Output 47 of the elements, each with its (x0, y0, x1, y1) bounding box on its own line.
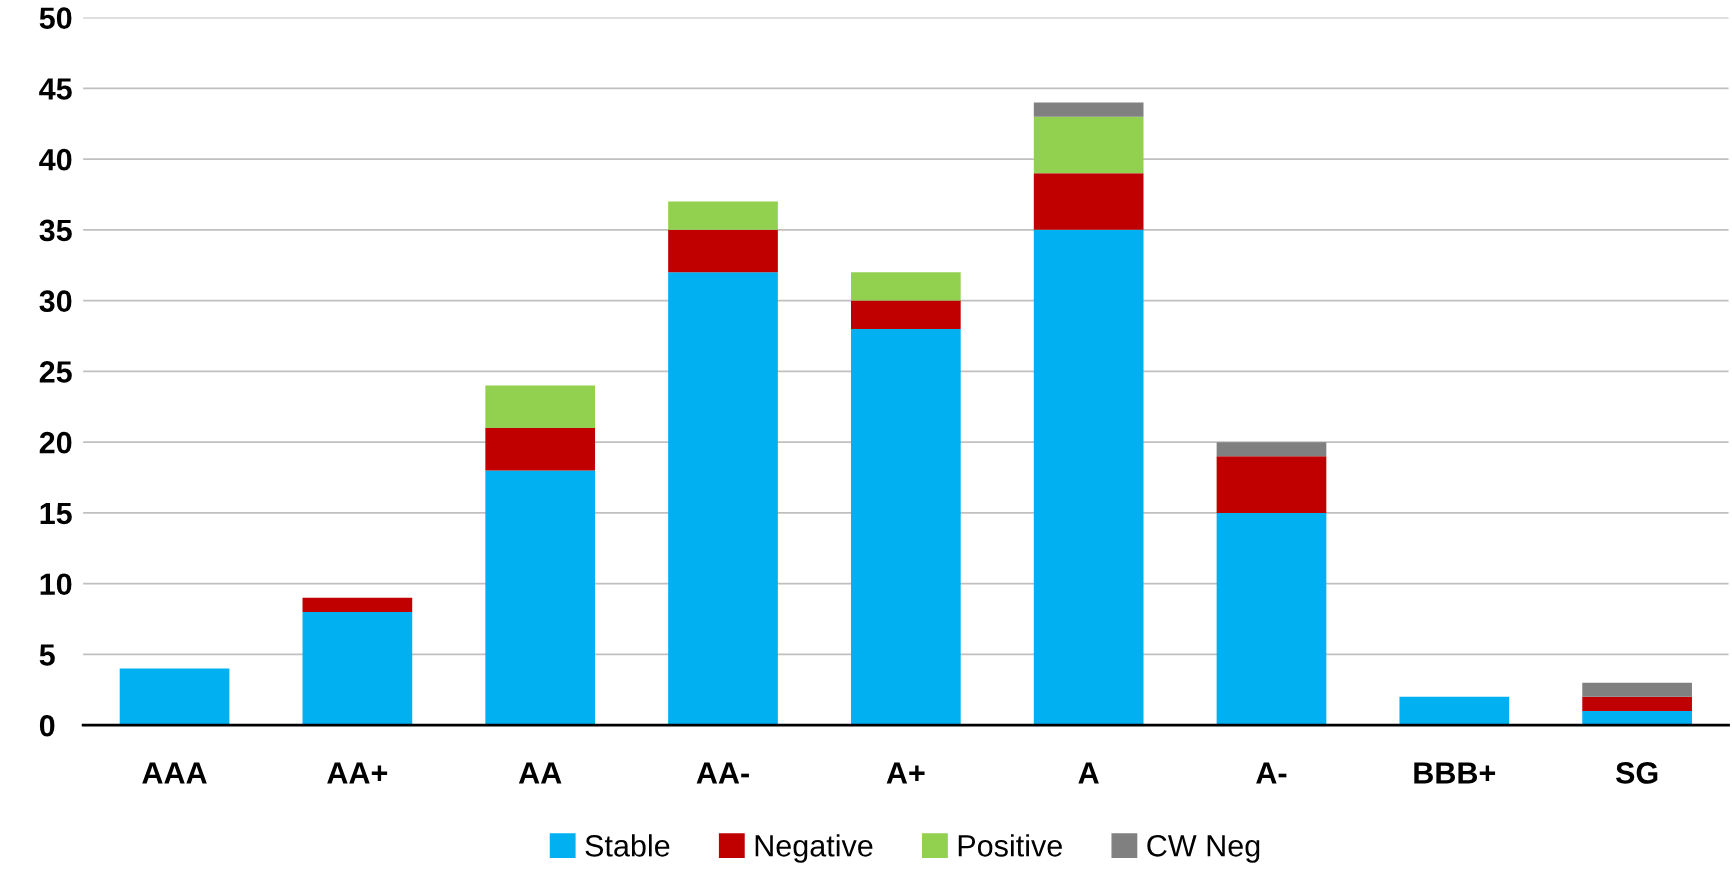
legend-label: Negative (755, 834, 873, 863)
bar (485, 427, 596, 471)
y-tick-label: 20 (39, 431, 72, 454)
y-tick-label: 0 (39, 714, 55, 737)
y-tick-label: 25 (39, 361, 72, 383)
legend-label: Stable (585, 834, 670, 857)
y-tick-label: 30 (39, 290, 72, 313)
x-tick-label: AA- (696, 762, 749, 784)
bar (1216, 442, 1327, 457)
bar (850, 272, 961, 301)
y-tick-label: 50 (39, 7, 72, 29)
legend-label: Positive (958, 834, 1062, 857)
x-tick-label: AAA (142, 762, 207, 784)
bar (1582, 682, 1692, 697)
bar (1033, 116, 1144, 174)
bar (1582, 696, 1692, 712)
bar (1033, 173, 1144, 230)
bar (119, 668, 230, 726)
y-tick-label: 5 (39, 644, 55, 666)
bar (1582, 711, 1692, 726)
x-tick-label: A+ (886, 762, 925, 784)
bar (485, 385, 596, 428)
bar (668, 229, 778, 273)
y-tick-label: 45 (39, 78, 72, 100)
legend-label: CW Neg (1147, 835, 1260, 863)
bar (302, 597, 413, 612)
bar (850, 328, 961, 726)
bar (1399, 696, 1510, 726)
bar (1033, 229, 1144, 726)
bar (1216, 512, 1327, 726)
bar (485, 470, 596, 726)
y-tick-label: 40 (39, 148, 72, 171)
x-tick-label: SG (1615, 762, 1658, 784)
bar (1033, 102, 1144, 117)
x-tick-label: AA+ (327, 762, 388, 784)
x-tick-label: BBB+ (1414, 762, 1496, 784)
y-tick-label: 15 (40, 502, 72, 525)
bar (850, 300, 961, 329)
bar (1216, 456, 1327, 513)
y-tick-label: 35 (39, 219, 72, 242)
bar (668, 201, 778, 230)
bar (668, 272, 778, 726)
bar (302, 611, 413, 726)
x-tick-label: AA (518, 762, 562, 784)
x-tick-label: A- (1256, 762, 1287, 784)
y-tick-label: 10 (40, 573, 72, 596)
x-tick-label: A (1078, 762, 1099, 784)
